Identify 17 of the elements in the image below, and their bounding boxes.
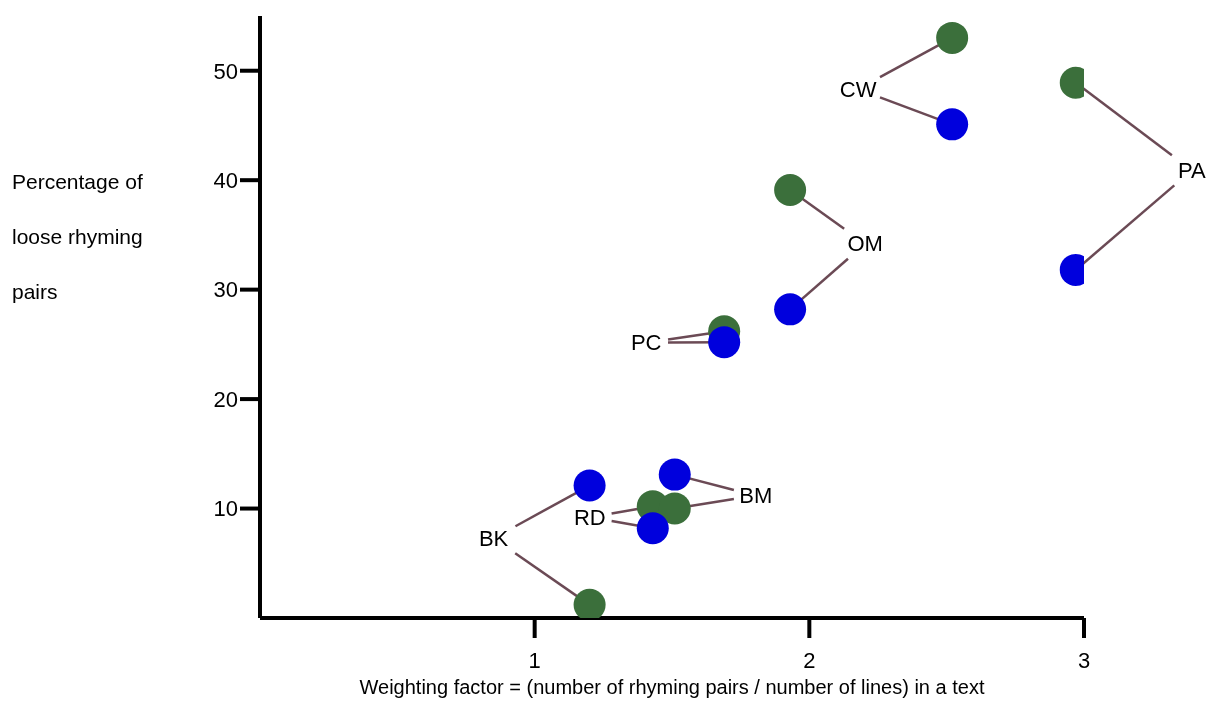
y-tick-label: 30 — [213, 277, 238, 303]
annotation: RD — [573, 504, 606, 530]
annotation: OM — [847, 231, 883, 257]
x-tick-label: 2 — [803, 647, 816, 673]
y-tick-label: 40 — [213, 167, 238, 193]
x-tick-label: 1 — [528, 647, 541, 673]
x-tick-label: 3 — [1077, 647, 1091, 673]
y-tick-label: 20 — [213, 386, 238, 412]
annotation: PA — [1177, 157, 1206, 183]
text: Percentage of loose rhyming pairs — [12, 170, 143, 303]
annotation: BM — [739, 483, 773, 509]
annotation: CW — [839, 76, 877, 102]
x-axis-title: Weighting factor = (number of rhyming pairs / number of lines) in a text — [359, 676, 985, 698]
annotation: PC — [630, 330, 662, 356]
y-tick-label: 50 — [213, 58, 238, 84]
annotation: BK — [478, 525, 509, 551]
y-tick-label: 10 — [213, 496, 238, 522]
